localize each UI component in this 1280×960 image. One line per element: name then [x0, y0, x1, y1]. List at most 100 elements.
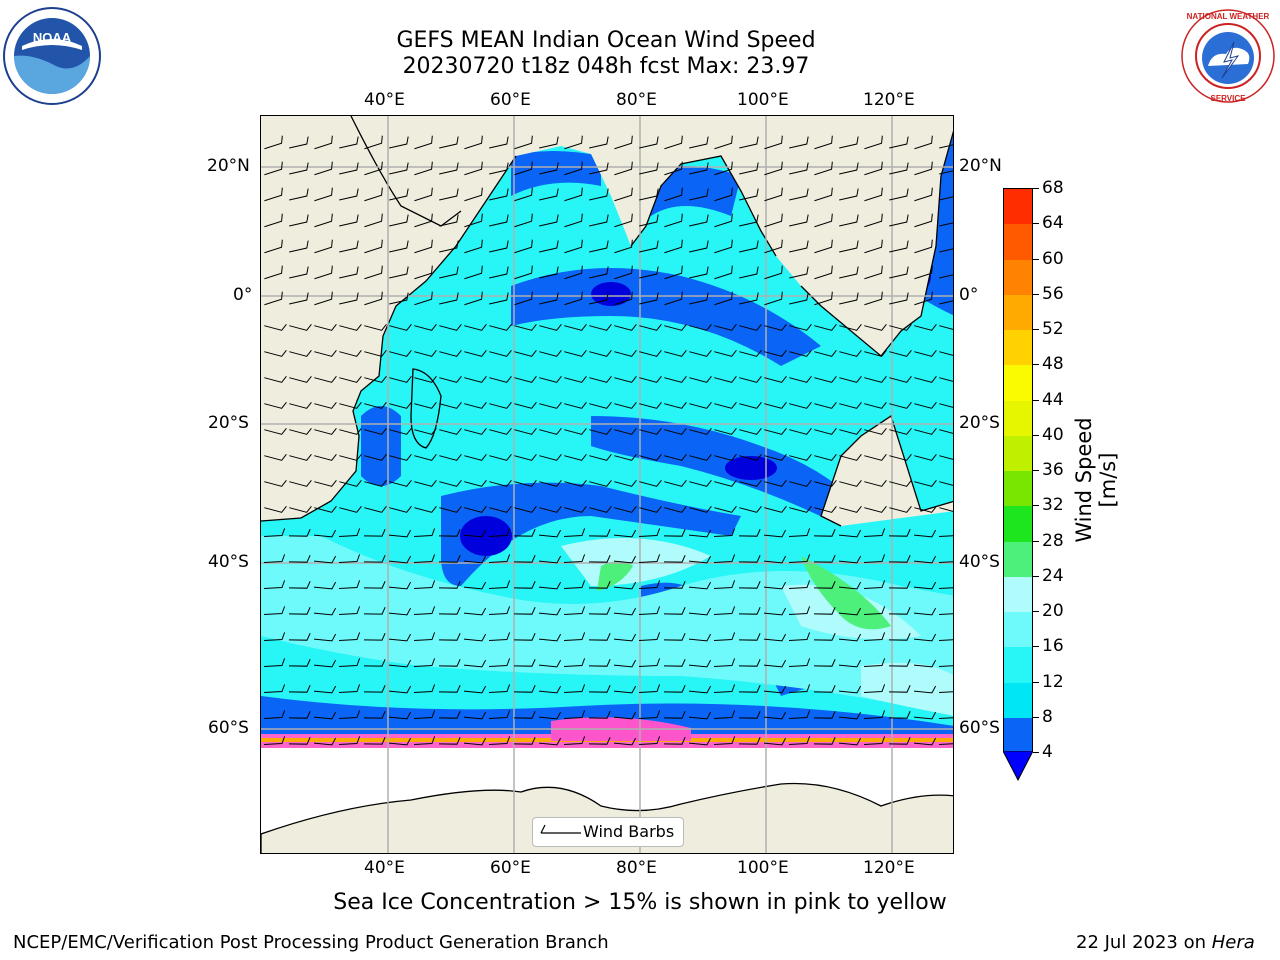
wind-barb [888, 607, 911, 615]
lat-label-right-20s: 20°S [959, 413, 1000, 433]
wind-barb [539, 376, 562, 383]
lat-label-left-0: 0° [233, 285, 253, 305]
wind-barb [938, 736, 953, 745]
wind-barb [638, 736, 661, 745]
wind-barb [913, 737, 937, 746]
wind-barb [364, 187, 383, 202]
wind-barb [288, 659, 311, 667]
wind-barb [489, 292, 509, 305]
wind-barb [364, 428, 387, 435]
wind-barb [563, 580, 586, 589]
wind-barb [363, 529, 386, 537]
wind-barb [739, 480, 762, 487]
wind-barb [639, 402, 662, 409]
colorbar-tick [1033, 364, 1039, 366]
wind-barb [764, 506, 787, 513]
map-canvas [261, 116, 953, 853]
wind-barb [739, 240, 759, 253]
colorbar-segment [1004, 294, 1032, 330]
lat-label-left-20n: 20°N [207, 156, 250, 176]
wind-barb [313, 737, 337, 746]
wind-barb [339, 240, 359, 253]
wind-barb [589, 454, 612, 461]
wind-barb [314, 239, 333, 254]
wind-barb [438, 711, 461, 719]
wind-barb [939, 292, 953, 305]
wind-barb [464, 265, 483, 280]
wind-barb [263, 684, 286, 693]
wind-barb [464, 135, 483, 150]
wind-barb [813, 607, 836, 615]
wind-barb [913, 581, 937, 590]
wind-barb [264, 376, 287, 383]
wind-barb [614, 324, 637, 331]
wind-barbs-legend: Wind Barbs [532, 817, 684, 847]
colorbar-tick [1033, 329, 1039, 330]
wind-barb [589, 136, 609, 149]
wind-barb [688, 711, 712, 720]
wind-barb [388, 607, 412, 616]
colorbar-tick [1033, 470, 1039, 471]
wind-barb [388, 633, 412, 642]
wind-barb [639, 292, 659, 305]
wind-barb [489, 162, 509, 175]
wind-barb [539, 136, 559, 149]
lat-label-right-0: 0° [959, 285, 979, 305]
wind-barb [814, 324, 837, 331]
wind-barb [764, 135, 783, 150]
colorbar-tick [1033, 434, 1039, 436]
wind-barb [763, 529, 787, 538]
wind-barb [639, 506, 662, 513]
wind-barb [489, 188, 509, 201]
wind-barb [363, 633, 386, 641]
wind-barb [814, 161, 833, 176]
wind-barb [789, 454, 812, 461]
wind-barb [739, 214, 759, 227]
wind-barb [289, 214, 309, 227]
wind-barb [789, 506, 812, 513]
wind-barb [788, 710, 811, 719]
wind-barb [688, 633, 712, 642]
wind-barb [689, 480, 712, 487]
colorbar-tick-label: 20 [1042, 601, 1064, 621]
wind-barb [439, 506, 462, 513]
wind-barb [313, 555, 337, 564]
wind-barb [863, 684, 886, 693]
wind-barb [913, 529, 937, 538]
colorbar-tick-label: 48 [1042, 354, 1064, 375]
wind-barb [263, 736, 286, 745]
wind-barb [314, 265, 333, 280]
colorbar-tick-label: 28 [1042, 530, 1064, 551]
wind-barb [839, 428, 862, 435]
wind-barb [564, 428, 587, 435]
wind-barb [713, 606, 736, 615]
wind-barb [738, 607, 761, 615]
wind-barb [339, 402, 362, 409]
wind-barb [663, 685, 686, 693]
wind-barb [913, 711, 937, 720]
wind-barb [789, 136, 809, 149]
noaa-logo: NOAA [2, 6, 102, 106]
wind-barb [339, 266, 359, 279]
colorbar-segment [1004, 717, 1032, 753]
wind-barb [588, 555, 611, 563]
wind-barb [664, 506, 687, 513]
wind-barb [838, 659, 862, 668]
wind-barb [513, 529, 536, 537]
wind-barb [539, 188, 559, 201]
wind-barb [513, 633, 536, 641]
wind-barb [663, 555, 686, 563]
wind-barb [438, 659, 461, 667]
wind-barb [363, 607, 386, 615]
colorbar-tick-label: 60 [1042, 248, 1064, 269]
wind-barb [688, 529, 712, 538]
wind-barb [638, 710, 661, 719]
wind-barb [789, 428, 812, 435]
wind-barb [739, 350, 762, 357]
wind-barb [764, 324, 787, 331]
wind-barb [463, 607, 487, 616]
colorbar-segment [1004, 471, 1032, 507]
colorbar-tick [1033, 681, 1039, 683]
wind-barb [814, 376, 837, 383]
wind-barb [688, 659, 712, 668]
